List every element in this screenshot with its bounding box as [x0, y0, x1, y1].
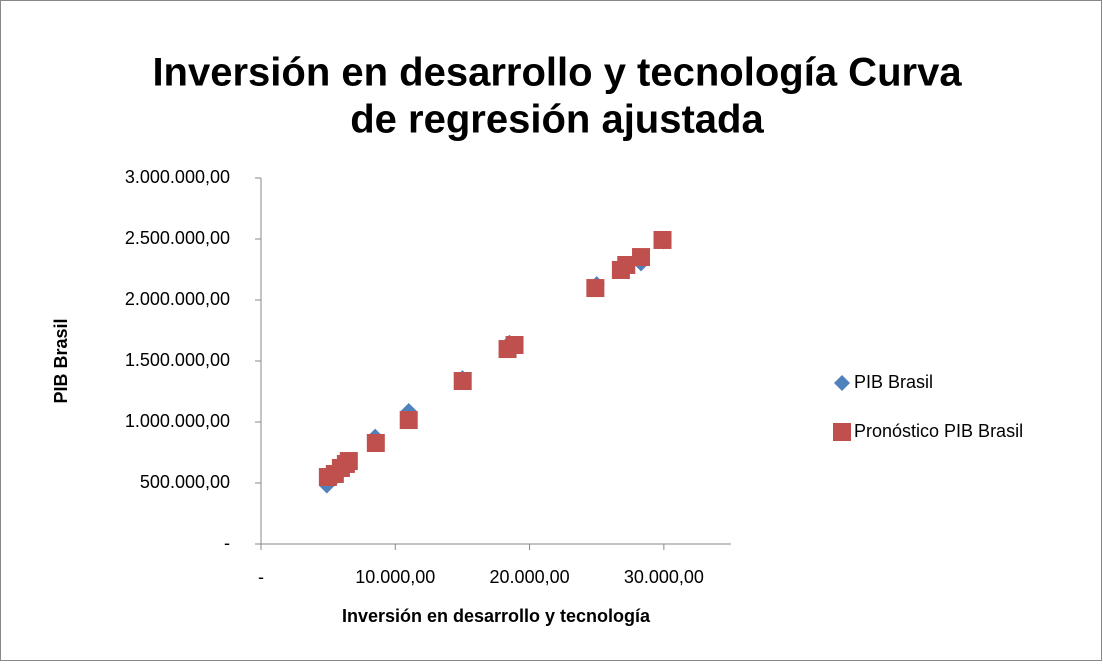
- legend-label: Pronóstico PIB Brasil: [854, 421, 1023, 441]
- point: [586, 279, 605, 298]
- x-tick-label: -: [258, 567, 264, 587]
- y-tick-label: 2.500.000,00: [125, 228, 230, 248]
- x-axis-title: Inversión en desarrollo y tecnología: [342, 606, 651, 626]
- point: [453, 372, 472, 391]
- point: [339, 452, 358, 471]
- y-tick-label: 3.000.000,00: [125, 167, 230, 187]
- x-tick-label: 20.000,00: [490, 567, 570, 587]
- y-tick-label: 1.000.000,00: [125, 411, 230, 431]
- y-tick-label: 2.000.000,00: [125, 289, 230, 309]
- legend-marker: [834, 375, 850, 391]
- point: [366, 433, 385, 452]
- x-tick-label: 10.000,00: [355, 567, 435, 587]
- point: [632, 248, 651, 267]
- chart-title: Inversión en desarrollo y tecnología Cur…: [152, 51, 962, 95]
- x-tick-label: 30.000,00: [624, 567, 704, 587]
- legend-label: PIB Brasil: [854, 372, 933, 392]
- y-tick-label: 500.000,00: [140, 472, 230, 492]
- legend-marker: [833, 423, 851, 441]
- chart-title: de regresión ajustada: [350, 98, 764, 142]
- y-tick-label: -: [224, 533, 230, 553]
- point: [505, 336, 524, 355]
- point: [653, 230, 672, 249]
- point: [399, 411, 418, 430]
- y-tick-label: 1.500.000,00: [125, 350, 230, 370]
- point: [617, 255, 636, 274]
- y-axis-title: PIB Brasil: [51, 318, 71, 403]
